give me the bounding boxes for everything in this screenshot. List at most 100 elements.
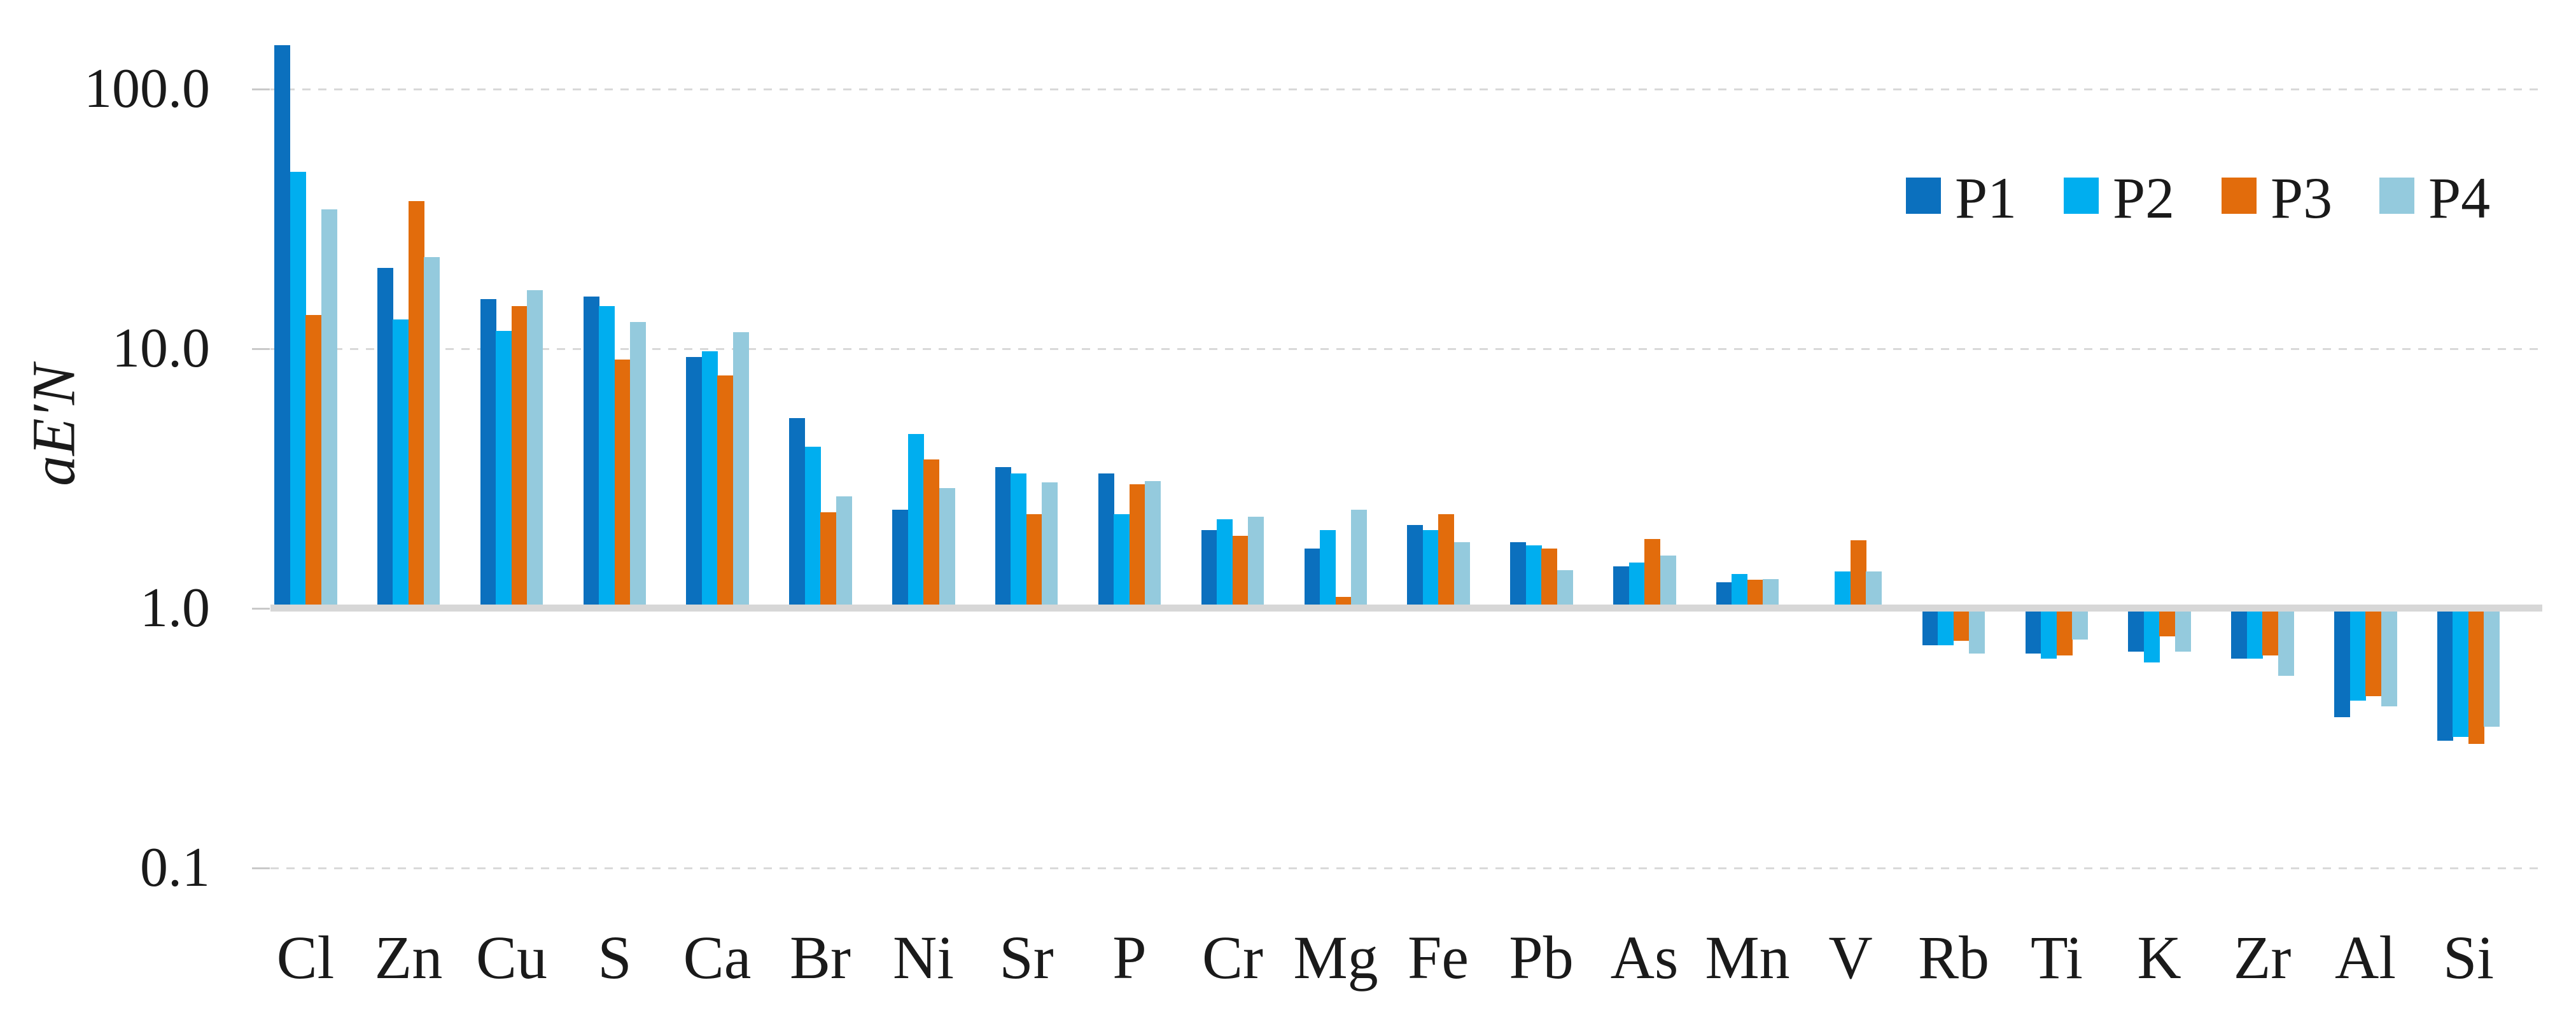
y-tick-label: 10.0: [112, 318, 210, 379]
bar-Zn-P3: [409, 201, 424, 608]
bar-S-P1: [584, 297, 599, 608]
legend-label-P2: P2: [2113, 165, 2175, 230]
category-label-Br: Br: [790, 923, 851, 991]
bar-Al-P2: [2350, 612, 2366, 701]
bar-Zn-P1: [377, 268, 393, 608]
bar-Ti-P2: [2041, 612, 2057, 659]
y-tick-label: 1.0: [140, 577, 210, 639]
bar-Cr-P2: [1217, 519, 1233, 608]
bar-Zn-P2: [393, 319, 409, 608]
bar-Si-P4: [2484, 612, 2500, 727]
bar-Cu-P4: [527, 290, 543, 608]
gridline-10.0: [270, 348, 2542, 350]
bar-Sr-P1: [995, 467, 1011, 608]
category-label-Ca: Ca: [683, 923, 752, 991]
category-label-P: P: [1112, 923, 1147, 991]
category-label-Cl: Cl: [276, 923, 335, 991]
bar-Pb-P1: [1510, 542, 1526, 608]
bar-Cl-P1: [274, 45, 290, 608]
bar-Mn-P1: [1716, 582, 1732, 608]
bar-Sr-P4: [1042, 482, 1058, 608]
category-label-Cr: Cr: [1202, 923, 1263, 991]
category-label-Al: Al: [2335, 923, 2396, 991]
bar-Br-P4: [836, 496, 852, 608]
bar-Ca-P1: [686, 357, 702, 608]
y-tick-label: 100.0: [84, 58, 210, 120]
category-label-Mg: Mg: [1293, 923, 1378, 991]
bar-Mg-P4: [1351, 510, 1367, 608]
bar-Br-P3: [820, 512, 836, 608]
bar-Br-P2: [805, 447, 821, 608]
legend-label-P1: P1: [1955, 165, 2017, 230]
bar-Cu-P3: [512, 306, 528, 608]
legend-swatch-P1: [1906, 178, 1941, 214]
category-label-Zn: Zn: [374, 923, 443, 991]
bar-Zn-P4: [424, 257, 440, 608]
category-label-Sr: Sr: [999, 923, 1054, 991]
legend-swatch-P2: [2064, 178, 2099, 214]
bar-Br-P1: [789, 418, 805, 608]
y-axis-title: aE′N: [19, 364, 88, 486]
legend-label-P3: P3: [2271, 165, 2333, 230]
bar-Ni-P3: [923, 459, 939, 608]
bar-Al-P1: [2334, 612, 2350, 717]
bar-Mn-P2: [1732, 574, 1747, 608]
bar-Pb-P3: [1541, 549, 1557, 608]
bar-Fe-P3: [1438, 514, 1454, 608]
category-label-Mn: Mn: [1705, 923, 1790, 991]
bar-Pb-P2: [1526, 545, 1542, 608]
bar-Ti-P1: [2026, 612, 2041, 654]
bar-Mg-P2: [1320, 530, 1336, 608]
legend-label-P4: P4: [2428, 165, 2491, 230]
gridline-100.0: [270, 88, 2542, 90]
bar-Rb-P2: [1938, 612, 1954, 645]
y-axis-tick: [252, 88, 270, 90]
bar-Cl-P2: [290, 172, 306, 608]
bar-Cr-P1: [1201, 530, 1217, 608]
legend-swatch-P3: [2222, 178, 2257, 214]
bar-Ni-P2: [908, 434, 924, 608]
category-label-As: As: [1610, 923, 1679, 991]
y-axis-tick: [252, 608, 270, 610]
category-label-Ti: Ti: [2031, 923, 2083, 991]
bar-Fe-P2: [1423, 530, 1439, 608]
category-label-K: K: [2137, 923, 2181, 991]
bar-Ca-P2: [702, 351, 718, 608]
y-axis-tick: [252, 867, 270, 869]
category-label-Zr: Zr: [2233, 923, 2292, 991]
bar-S-P4: [630, 322, 646, 608]
bar-Zr-P1: [2231, 612, 2247, 659]
bar-As-P3: [1644, 539, 1660, 608]
legend-swatch-P4: [2379, 178, 2414, 214]
category-label-Cu: Cu: [475, 923, 548, 991]
bar-P-P1: [1098, 473, 1114, 608]
bar-P-P3: [1130, 484, 1145, 608]
bar-As-P1: [1613, 566, 1629, 608]
bar-Cl-P4: [321, 209, 337, 608]
bar-V-P4: [1866, 571, 1882, 608]
bar-Zr-P4: [2278, 612, 2294, 676]
bar-Fe-P4: [1454, 542, 1470, 608]
bar-Pb-P4: [1557, 570, 1573, 608]
bar-Sr-P3: [1026, 514, 1042, 608]
bar-Sr-P2: [1011, 473, 1026, 608]
bar-Cr-P3: [1233, 536, 1249, 608]
bar-Rb-P4: [1969, 612, 1985, 654]
bar-Ca-P4: [733, 332, 749, 608]
bar-Al-P3: [2365, 612, 2381, 696]
bar-As-P2: [1629, 563, 1645, 608]
bar-Mn-P3: [1747, 580, 1763, 608]
category-axis-line: [270, 605, 2542, 612]
category-label-Pb: Pb: [1509, 923, 1574, 991]
bar-S-P3: [615, 360, 631, 608]
category-label-S: S: [598, 923, 632, 991]
bar-P-P2: [1114, 514, 1130, 608]
bar-Al-P4: [2381, 612, 2397, 706]
bar-V-P2: [1835, 571, 1851, 608]
bar-Mn-P4: [1763, 579, 1779, 608]
bar-Rb-P1: [1922, 612, 1938, 645]
bar-Rb-P3: [1954, 612, 1970, 641]
bar-Si-P1: [2437, 612, 2453, 741]
bar-Si-P2: [2453, 612, 2468, 737]
bar-Cr-P4: [1248, 517, 1264, 608]
